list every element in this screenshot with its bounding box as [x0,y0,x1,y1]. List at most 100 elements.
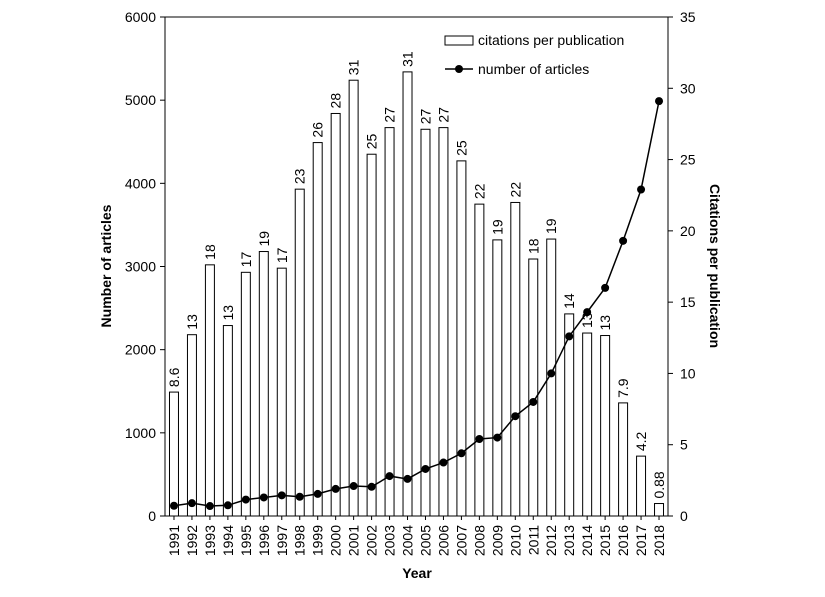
bar-label-2015: 13 [597,315,613,331]
x-tick-label-2009: 2009 [489,525,505,556]
bar-label-2001: 31 [346,59,362,75]
bar-label-2000: 28 [328,93,344,109]
x-tick-label-2003: 2003 [382,525,398,556]
bar-1996 [258,251,269,517]
bar-label-1991: 8.6 [166,367,182,387]
bar-label-1996: 19 [256,231,272,247]
bar-2004 [402,71,413,517]
articles-line [173,100,660,507]
bar-label-2011: 18 [525,238,541,254]
bar-2010 [510,201,521,517]
x-tick-label-1996: 1996 [256,525,272,556]
bar-2001 [348,79,359,517]
bar-2015 [600,335,611,517]
bars-layer [168,71,665,517]
line-layer [169,97,664,511]
right-tick-label-35: 35 [680,9,696,25]
articles-point-2006 [439,458,448,467]
articles-point-2018 [655,97,664,106]
right-axis-title: Citations per publication [707,184,723,348]
x-tick-label-2018: 2018 [651,525,667,556]
bar-1999 [312,142,323,517]
legend-line-label: number of articles [478,61,589,77]
legend-bar-label: citations per publication [478,32,624,48]
articles-point-2004 [403,474,412,483]
bar-label-1992: 13 [184,314,200,330]
x-tick-label-2014: 2014 [579,525,595,556]
bar-2002 [366,153,377,517]
articles-point-1999 [313,489,322,498]
x-tick-label-1993: 1993 [202,525,218,556]
x-tick-label-2010: 2010 [507,525,523,556]
articles-point-2008 [475,435,484,444]
bar-label-2002: 25 [364,133,380,149]
right-tick-label-15: 15 [680,294,696,310]
bar-label-2014: 13 [579,312,595,328]
x-tick-label-2006: 2006 [435,525,451,556]
bar-1991 [168,391,179,517]
left-tick-label-2000: 2000 [125,342,156,358]
right-tick-label-5: 5 [680,437,688,453]
articles-point-2000 [331,484,340,493]
bar-label-1998: 23 [292,168,308,184]
articles-point-1994 [223,501,232,510]
bar-2009 [492,239,503,517]
right-tick-label-0: 0 [680,508,688,524]
bar-2008 [474,203,485,517]
x-tick-label-2005: 2005 [417,525,433,556]
articles-point-2015 [601,283,610,292]
right-tick-label-30: 30 [680,80,696,96]
bar-2003 [384,127,395,517]
bar-label-1999: 26 [310,122,326,138]
bar-label-2003: 27 [382,107,398,123]
bar-2007 [456,160,467,517]
articles-point-2007 [457,449,466,458]
bar-label-2010: 22 [507,182,523,198]
x-tick-label-2001: 2001 [346,525,362,556]
bar-label-1993: 18 [202,244,218,260]
x-tick-label-2000: 2000 [328,525,344,556]
bar-label-1995: 17 [238,252,254,268]
x-tick-label-2013: 2013 [561,525,577,556]
x-tick-label-2008: 2008 [471,525,487,556]
x-tick-label-1994: 1994 [220,525,236,556]
articles-point-2012 [547,369,556,378]
articles-point-2011 [529,397,538,406]
bar-label-1994: 13 [220,305,236,321]
x-tick-label-1992: 1992 [184,525,200,556]
bar-label-2017: 4.2 [633,431,649,451]
articles-point-1997 [277,491,286,500]
left-axis-title: Number of articles [98,204,114,327]
bar-2011 [528,258,539,517]
legend: citations per publication number of arti… [444,32,624,77]
bar-2005 [420,128,431,517]
legend-line-marker [455,65,463,73]
articles-point-2005 [421,464,430,473]
articles-point-2013 [565,332,574,341]
x-tick-label-1999: 1999 [310,525,326,556]
bar-label-2016: 7.9 [615,378,631,398]
articles-point-2003 [385,472,394,481]
bar-label-2008: 22 [471,183,487,199]
bar-2000 [330,112,341,517]
bar-1997 [276,267,287,517]
right-tick-label-25: 25 [680,152,696,168]
x-tick-label-1991: 1991 [166,525,182,556]
x-tick-label-2002: 2002 [364,525,380,556]
legend-bar-swatch [444,35,474,46]
articles-point-2002 [367,482,376,491]
bar-1994 [222,325,233,517]
articles-point-1993 [205,502,214,511]
right-tick-label-10: 10 [680,365,696,381]
bar-1993 [204,264,215,517]
bar-1992 [186,334,197,517]
left-tick-label-3000: 3000 [125,259,156,275]
articles-point-2016 [619,236,628,245]
left-tick-label-6000: 6000 [125,9,156,25]
bar-label-2005: 27 [417,108,433,124]
bar-2016 [618,402,629,517]
left-tick-label-0: 0 [148,508,156,524]
bar-2014 [582,332,593,517]
bar-label-2006: 27 [435,107,451,123]
